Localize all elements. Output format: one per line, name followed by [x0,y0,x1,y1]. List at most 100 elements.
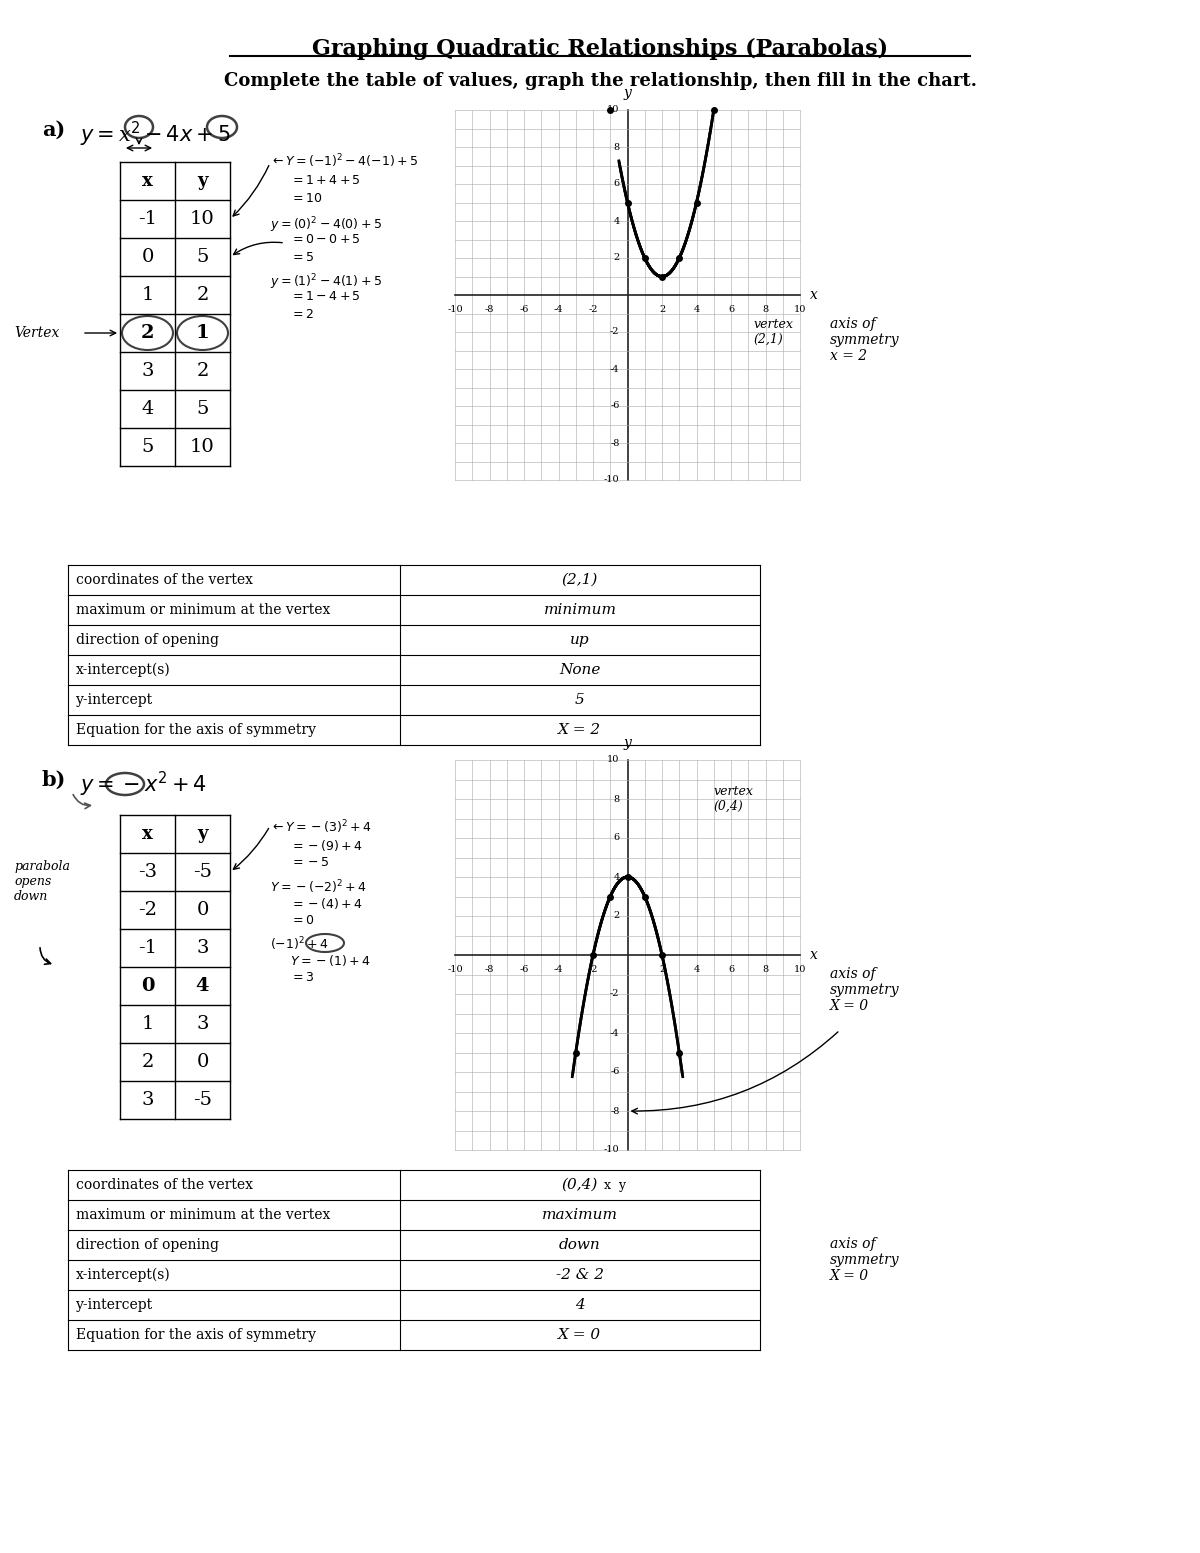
Text: $\leftarrow Y=(-1)^2-4(-1)+5$: $\leftarrow Y=(-1)^2-4(-1)+5$ [270,152,419,169]
Text: -5: -5 [193,1092,212,1109]
Text: 4: 4 [613,873,619,882]
Text: 0: 0 [197,901,209,919]
Text: vertex
(2,1): vertex (2,1) [754,318,793,346]
Text: $\leftarrow Y=-(3)^2+4$: $\leftarrow Y=-(3)^2+4$ [270,818,372,836]
Text: coordinates of the vertex: coordinates of the vertex [76,1179,253,1193]
Text: -6: -6 [610,1067,619,1076]
Text: $y = \mathregular{\overset{}{x}}^2 - 4x + 5$: $y = \mathregular{\overset{}{x}}^2 - 4x … [80,120,230,149]
Text: y: y [624,736,631,750]
Text: 3: 3 [197,940,209,957]
Text: -10: -10 [604,1146,619,1154]
Text: -2: -2 [588,304,598,314]
Text: $y = -x^2 + 4$: $y = -x^2 + 4$ [80,770,208,800]
Text: $= 1-4+5$: $= 1-4+5$ [290,290,361,303]
Text: 10: 10 [607,106,619,115]
Text: 5: 5 [197,401,209,418]
Text: $= -(4)+4$: $= -(4)+4$ [290,896,362,912]
Text: -6: -6 [610,402,619,410]
Text: $Y=-(-2)^2+4$: $Y=-(-2)^2+4$ [270,877,367,896]
Text: -8: -8 [610,1106,619,1115]
Text: 4: 4 [575,1298,584,1312]
Text: 4: 4 [694,964,700,974]
Text: $Y=-(1)+4$: $Y=-(1)+4$ [290,954,371,968]
Text: -4: -4 [553,304,563,314]
Text: 5: 5 [142,438,154,457]
Text: 1: 1 [142,286,154,304]
Text: down: down [559,1238,601,1252]
Text: 8: 8 [762,964,768,974]
Text: a): a) [42,120,65,140]
Text: $= 5$: $= 5$ [290,252,314,264]
Text: 10: 10 [190,210,215,228]
Text: 4: 4 [142,401,154,418]
Text: 2: 2 [142,1053,154,1072]
Text: b): b) [42,770,66,790]
Text: 10: 10 [190,438,215,457]
Text: -6: -6 [520,964,529,974]
Text: 2: 2 [613,253,619,262]
Text: $= 1+4+5$: $= 1+4+5$ [290,174,361,186]
Text: 3: 3 [142,1092,154,1109]
Text: Complete the table of values, graph the relationship, then fill in the chart.: Complete the table of values, graph the … [223,71,977,90]
Text: $= 0-0+5$: $= 0-0+5$ [290,233,361,245]
Text: 1: 1 [142,1016,154,1033]
Text: (2,1): (2,1) [562,573,598,587]
Text: axis of
symmetry
x = 2: axis of symmetry x = 2 [830,317,900,363]
Text: (0,4): (0,4) [562,1179,598,1193]
Text: $= 3$: $= 3$ [290,971,314,985]
Text: x: x [142,825,152,843]
Text: x-intercept(s): x-intercept(s) [76,663,170,677]
Text: 4: 4 [196,977,209,995]
Text: 0: 0 [142,248,154,266]
Text: 8: 8 [613,795,619,803]
Text: -3: -3 [138,863,157,881]
Text: -10: -10 [448,964,463,974]
Text: vertex
(0,4): vertex (0,4) [714,784,754,814]
Text: y: y [624,85,631,99]
Text: -6: -6 [520,304,529,314]
Text: -2: -2 [588,964,598,974]
Text: -2: -2 [138,901,157,919]
Text: axis of
symmetry
X = 0: axis of symmetry X = 0 [830,1236,900,1283]
Text: Equation for the axis of symmetry: Equation for the axis of symmetry [76,1328,316,1342]
Text: -8: -8 [485,304,494,314]
Text: Graphing Quadratic Relationships (Parabolas): Graphing Quadratic Relationships (Parabo… [312,37,888,61]
Text: y: y [197,172,208,189]
Text: 8: 8 [762,304,768,314]
Text: -1: -1 [138,940,157,957]
Text: $= 0$: $= 0$ [290,915,314,927]
Text: parabola
opens
down: parabola opens down [14,860,70,902]
Text: 3: 3 [197,1016,209,1033]
Text: 10: 10 [794,964,806,974]
Text: -4: -4 [610,1028,619,1037]
Text: -1: -1 [138,210,157,228]
Text: -10: -10 [448,304,463,314]
Text: $(-1)^2+4$: $(-1)^2+4$ [270,935,329,952]
Text: X = 0: X = 0 [558,1328,601,1342]
Text: 1: 1 [196,325,209,342]
Text: 2: 2 [659,304,665,314]
Text: X = 2: X = 2 [558,724,601,738]
Text: 4: 4 [613,216,619,225]
Text: Vertex: Vertex [14,326,59,340]
Text: y: y [197,825,208,843]
Text: x  y: x y [604,1179,626,1193]
Text: 0: 0 [140,977,155,995]
Text: -2: -2 [610,989,619,999]
Text: 6: 6 [613,834,619,842]
Text: $= -(9)+4$: $= -(9)+4$ [290,839,362,853]
Text: axis of
symmetry
X = 0: axis of symmetry X = 0 [830,968,900,1013]
Text: $y=(0)^2-4(0)+5$: $y=(0)^2-4(0)+5$ [270,214,382,235]
Text: 6: 6 [613,180,619,188]
Text: 6: 6 [728,964,734,974]
Text: -5: -5 [193,863,212,881]
Text: 2: 2 [197,286,209,304]
Text: x: x [810,287,818,301]
Text: x: x [142,172,152,189]
Text: 10: 10 [607,755,619,764]
Text: 6: 6 [728,304,734,314]
Text: -4: -4 [610,365,619,374]
Text: minimum: minimum [544,603,617,617]
Text: 4: 4 [694,304,700,314]
Text: None: None [559,663,601,677]
